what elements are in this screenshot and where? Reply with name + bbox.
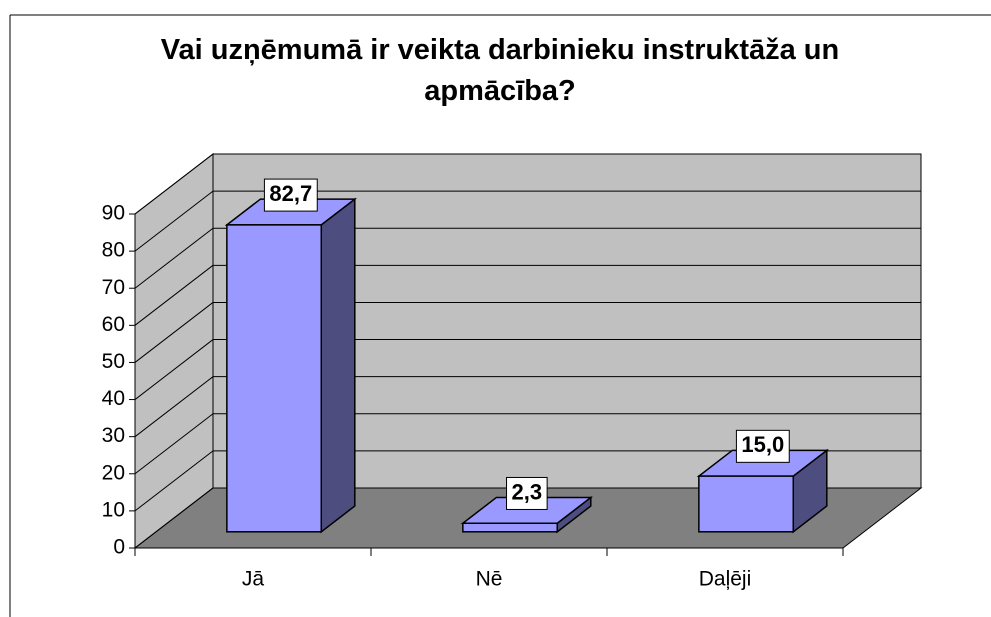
x-tick-label: Jā <box>242 568 265 591</box>
grid-line <box>134 264 214 326</box>
bar <box>462 522 559 533</box>
x-tick-label: Nē <box>476 568 503 591</box>
grid-line <box>134 190 214 252</box>
y-tick-label: 20 <box>102 461 125 484</box>
y-tick-label: 90 <box>102 202 125 225</box>
data-label-box <box>506 476 548 510</box>
data-label-box <box>263 178 318 212</box>
grid-line <box>134 413 214 475</box>
y-tick-label: 40 <box>102 387 125 410</box>
data-label: 15,0 <box>741 432 784 457</box>
bar-side <box>320 197 356 534</box>
y-tick-label: 80 <box>102 239 125 262</box>
y-tick-label: 30 <box>102 424 125 447</box>
bar <box>698 475 795 533</box>
grid-line <box>134 302 214 363</box>
chart-title: Vai uzņēmumā ir veikta darbinieku instru… <box>160 34 840 107</box>
bar <box>226 224 323 533</box>
grid-line <box>134 376 214 438</box>
y-tick-label: 0 <box>113 536 125 559</box>
grid-line <box>134 227 214 289</box>
data-label: 2,3 <box>512 479 543 504</box>
grid-line <box>134 450 214 512</box>
y-tick-label: 50 <box>102 350 125 373</box>
data-label-box <box>735 429 790 463</box>
grid-line <box>134 339 214 400</box>
data-label: 82,7 <box>269 181 312 206</box>
grid-line <box>134 153 214 215</box>
side-wall <box>134 152 214 550</box>
y-tick-label: 60 <box>102 313 125 336</box>
grid-line <box>134 487 214 549</box>
y-tick-label: 70 <box>102 276 125 299</box>
y-tick-label: 10 <box>102 498 125 521</box>
x-tick-label: Daļēji <box>699 568 752 591</box>
